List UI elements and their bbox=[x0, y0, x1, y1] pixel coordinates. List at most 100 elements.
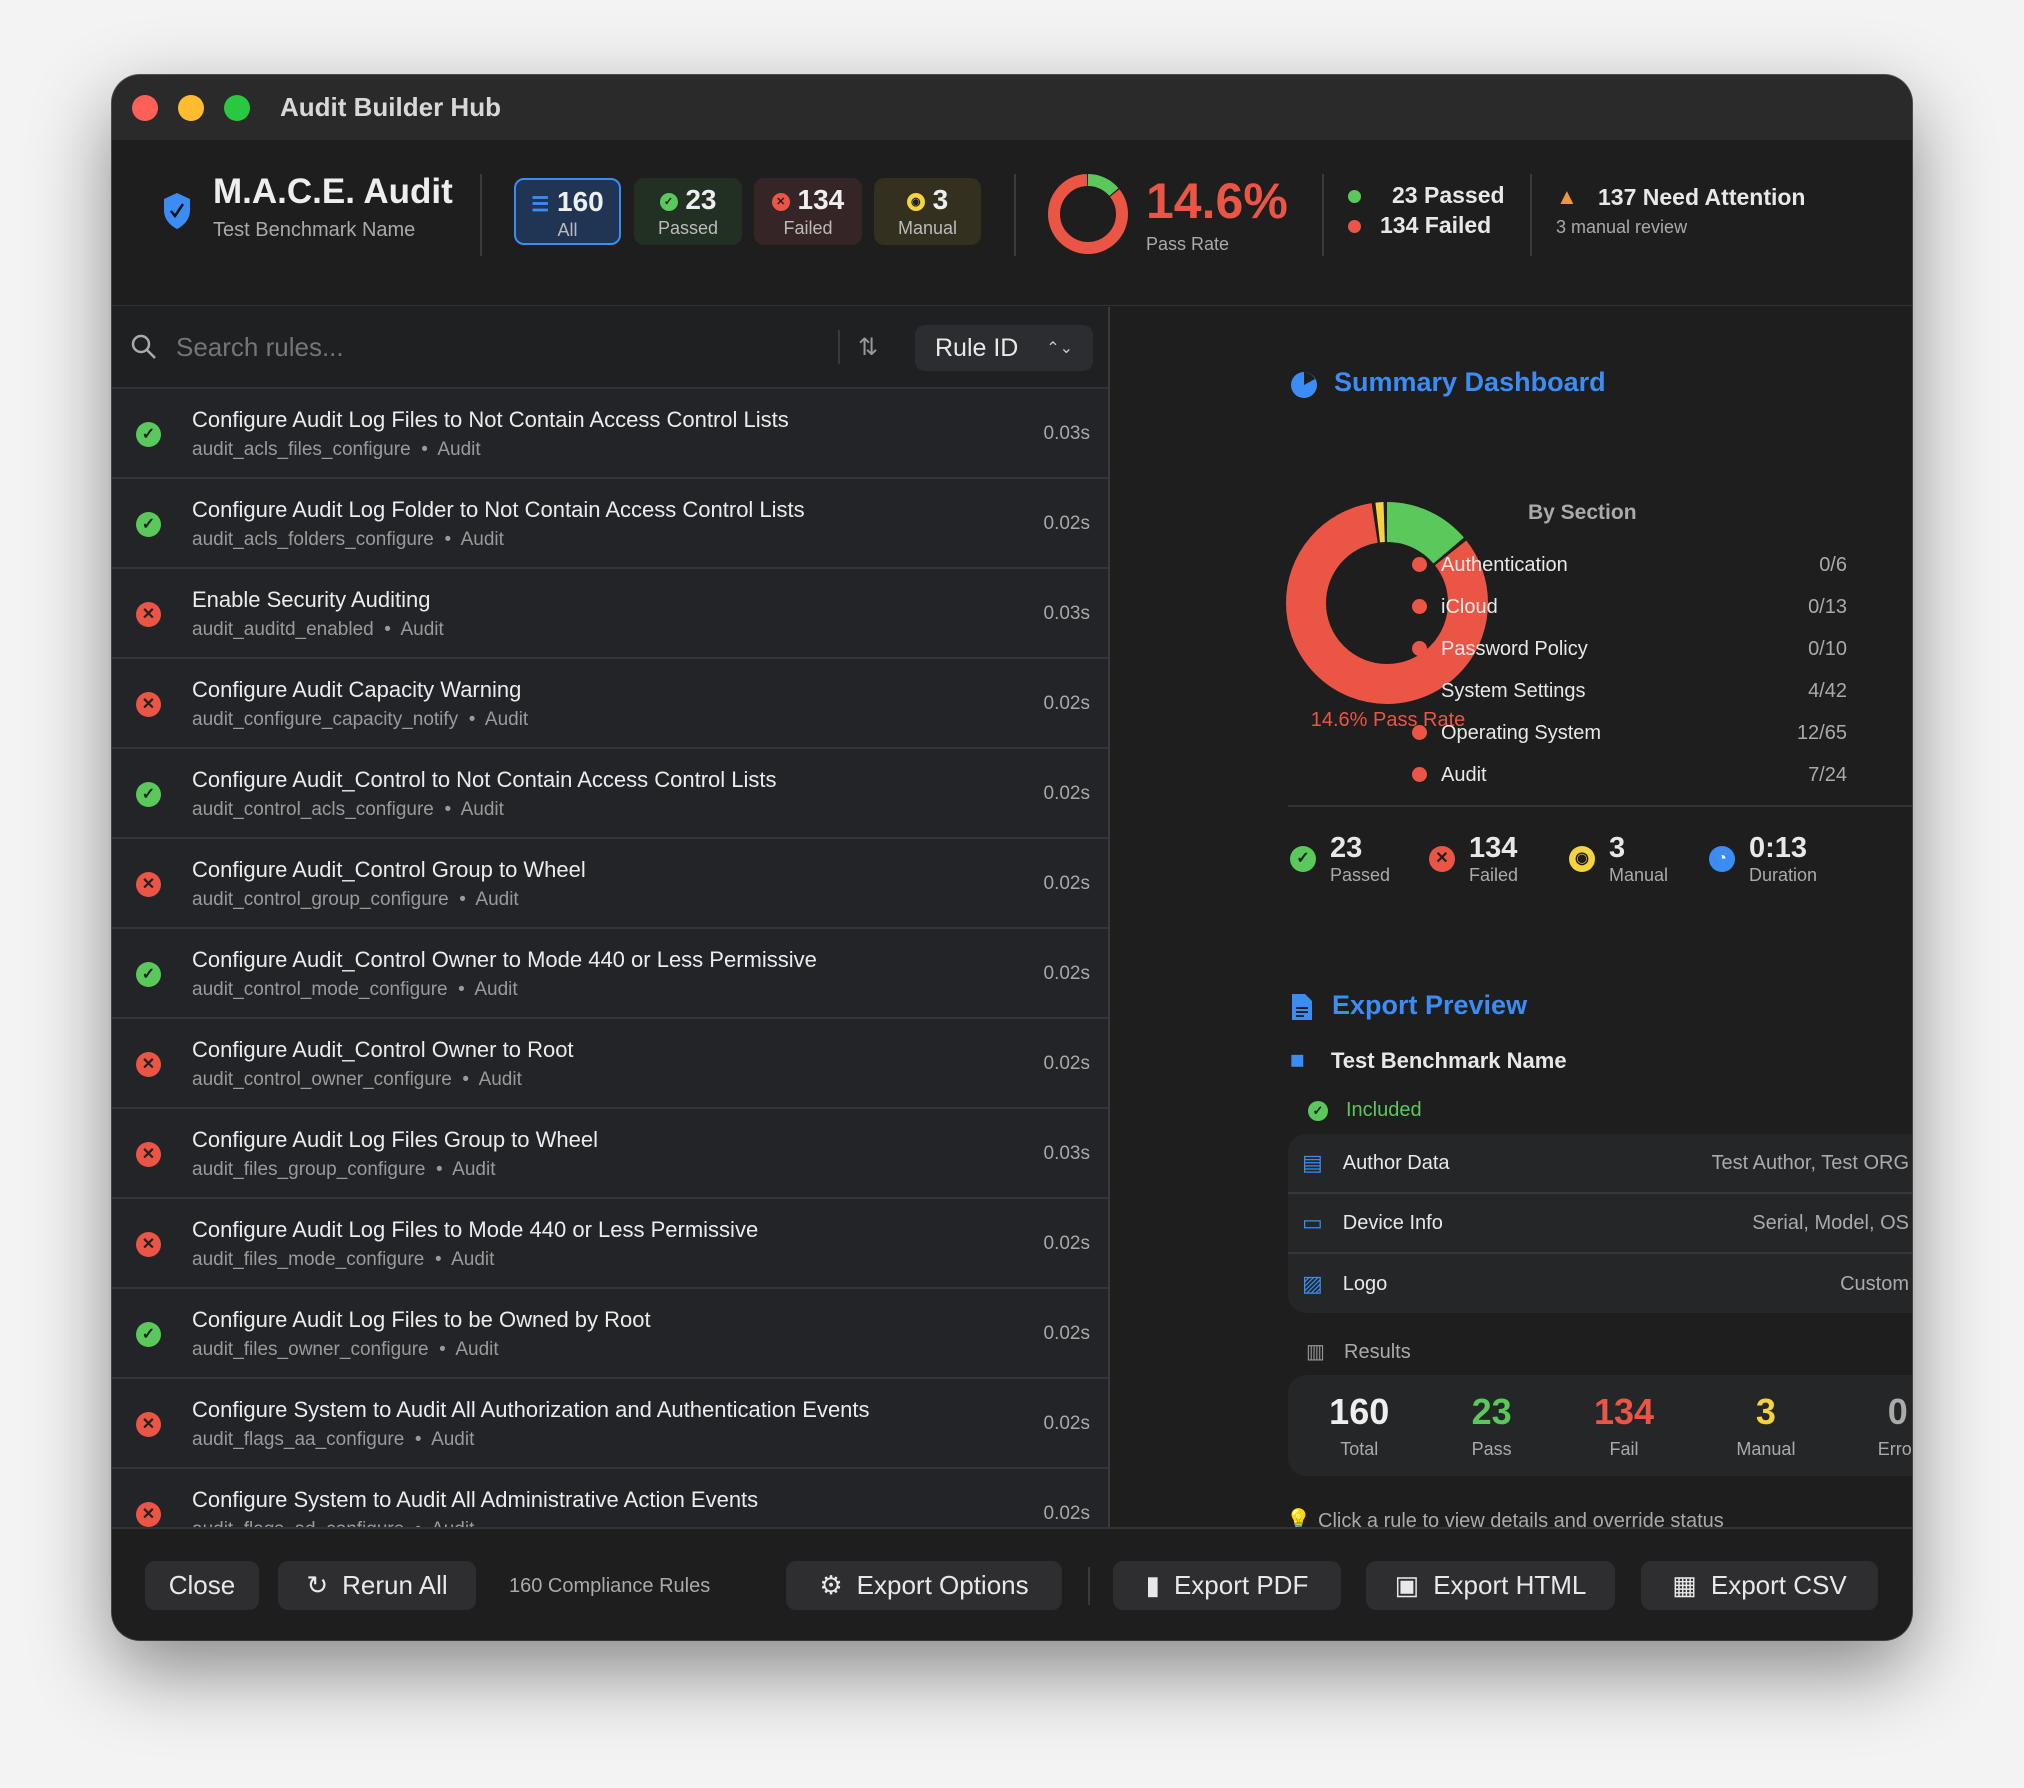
rule-row[interactable]: ✕ Configure Audit Log Files to Mode 440 o… bbox=[112, 1199, 1108, 1289]
rule-row[interactable]: ✕ Configure Audit Log Files Group to Whee… bbox=[112, 1109, 1108, 1199]
fail-status-icon: ✕ bbox=[136, 1412, 161, 1437]
sort-direction-icon[interactable]: ⇅ bbox=[858, 333, 879, 361]
rerun-all-button[interactable]: ↻ Rerun All bbox=[278, 1561, 476, 1610]
refresh-icon: ↻ bbox=[306, 1570, 329, 1600]
rule-row[interactable]: ✓ Configure Audit Log Folder to Not Conta… bbox=[112, 479, 1108, 569]
rule-duration: 0.03s bbox=[1043, 603, 1090, 624]
export-csv-button[interactable]: ▦ Export CSV bbox=[1641, 1561, 1878, 1610]
rule-section: Audit bbox=[455, 1339, 499, 1360]
rule-row[interactable]: ✓ Configure Audit Log Files to be Owned b… bbox=[112, 1289, 1108, 1379]
filter-count: 23 bbox=[685, 184, 717, 215]
rule-row[interactable]: ✕ Enable Security Auditing audit_auditd_en… bbox=[112, 569, 1108, 659]
rule-section: Audit bbox=[475, 889, 519, 910]
included-label: Included bbox=[1346, 1099, 1422, 1121]
rule-title: Configure System to Audit All Authorizat… bbox=[192, 1397, 870, 1422]
filter-failed[interactable]: ✕ 134 Failed bbox=[754, 178, 862, 245]
rule-title: Configure Audit Log Files to Not Contain… bbox=[192, 407, 789, 432]
rule-row[interactable]: ✕ Configure Audit_Control Owner to Root au… bbox=[112, 1019, 1108, 1109]
rule-section: Audit bbox=[478, 1069, 522, 1090]
close-button[interactable]: Close bbox=[145, 1561, 259, 1610]
close-window-button[interactable] bbox=[132, 94, 158, 121]
sort-select[interactable]: Rule ID ⌃⌄ bbox=[915, 325, 1093, 371]
rule-duration: 0.02s bbox=[1043, 783, 1090, 804]
donut-slice-failed bbox=[1286, 502, 1488, 704]
export-options-button[interactable]: ⚙ Export Options bbox=[786, 1561, 1062, 1610]
rule-section: Audit bbox=[400, 619, 444, 640]
minimize-window-button[interactable] bbox=[178, 94, 204, 121]
rule-duration: 0.02s bbox=[1043, 1053, 1090, 1074]
pass-rate-ring bbox=[1048, 174, 1128, 254]
list-icon: ☰ bbox=[531, 194, 550, 216]
rule-title: Configure System to Audit All Administra… bbox=[192, 1487, 759, 1512]
filter-manual[interactable]: ◉ 3 Manual bbox=[874, 178, 981, 245]
filter-label: Failed bbox=[783, 218, 833, 238]
failed-summary: 134 Failed bbox=[1380, 212, 1492, 238]
rule-row[interactable]: ✕ Configure Audit_Control Group to Wheel a… bbox=[112, 839, 1108, 929]
stat-label: Passed bbox=[1330, 865, 1391, 885]
document-icon: ▮ bbox=[1145, 1570, 1160, 1600]
rule-section: Audit bbox=[474, 979, 518, 1000]
chevron-updown-icon: ⌃⌄ bbox=[1046, 340, 1073, 357]
rule-row[interactable]: ✓ Configure Audit Log Files to Not Contai… bbox=[112, 389, 1108, 479]
rule-meta: audit_control_owner_configure • Audit bbox=[192, 1069, 522, 1090]
contact-card-icon: ▤ bbox=[1302, 1150, 1323, 1175]
rule-duration: 0.03s bbox=[1043, 423, 1090, 444]
status-dot-icon bbox=[1412, 767, 1427, 782]
section-score: 0/6 bbox=[1819, 554, 1847, 576]
rule-meta: audit_auditd_enabled • Audit bbox=[192, 619, 444, 640]
rule-title: Configure Audit_Control to Not Contain A… bbox=[192, 767, 777, 792]
stat-failed: ✕ 134 Failed bbox=[1429, 832, 1518, 886]
pass-status-icon: ✓ bbox=[136, 512, 161, 537]
rule-duration: 0.02s bbox=[1043, 1413, 1090, 1434]
section-score: 0/13 bbox=[1808, 596, 1847, 618]
export-benchmark-name: Test Benchmark Name bbox=[1331, 1048, 1567, 1073]
rule-duration: 0.02s bbox=[1043, 963, 1090, 984]
monitor-icon: ▭ bbox=[1302, 1210, 1323, 1235]
rule-title: Configure Audit Log Files to Mode 440 or… bbox=[192, 1217, 759, 1242]
included-check-icon: ✓ bbox=[1308, 1101, 1328, 1121]
rule-meta: audit_control_mode_configure • Audit bbox=[192, 979, 518, 1000]
section-row: iCloud 0/13 bbox=[1412, 596, 1847, 619]
search-bar: ⇅ Rule ID ⌃⌄ bbox=[112, 307, 1108, 389]
rule-title: Configure Audit_Control Owner to Root bbox=[192, 1037, 574, 1062]
result-pass: 23 Pass bbox=[1471, 1391, 1512, 1459]
check-circle-icon: ✓ bbox=[1290, 846, 1316, 872]
rules-panel: ⇅ Rule ID ⌃⌄ ✓ Configure Audit Log Files t… bbox=[112, 307, 1110, 1603]
clipboard-icon: ▥ bbox=[1306, 1341, 1325, 1363]
rule-title: Configure Audit_Control Group to Wheel bbox=[192, 857, 586, 882]
section-score: 0/10 bbox=[1808, 638, 1847, 660]
rule-row[interactable]: ✓ Configure Audit_Control to Not Contain … bbox=[112, 749, 1108, 839]
passed-dot-icon bbox=[1348, 190, 1361, 203]
fail-status-icon: ✕ bbox=[136, 872, 161, 897]
rule-section: Audit bbox=[460, 799, 504, 820]
rule-row[interactable]: ✕ Configure Audit Capacity Warning audit_c… bbox=[112, 659, 1108, 749]
filter-all[interactable]: ☰ 160 All bbox=[514, 178, 621, 245]
rule-id: audit_control_group_configure bbox=[192, 889, 449, 910]
export-pdf-button[interactable]: ▮ Export PDF bbox=[1113, 1561, 1341, 1610]
status-dot-icon bbox=[1412, 725, 1427, 740]
export-html-button[interactable]: ▣ Export HTML bbox=[1366, 1561, 1615, 1610]
rule-row[interactable]: ✕ Configure System to Audit All Authoriza… bbox=[112, 1379, 1108, 1469]
attention-count: 137 Need Attention bbox=[1598, 184, 1806, 210]
summary-panel: Summary Dashboard 14.6% Pass Rate By Sec… bbox=[1110, 307, 1912, 1603]
rule-row[interactable]: ✓ Configure Audit_Control Owner to Mode 4… bbox=[112, 929, 1108, 1019]
search-input[interactable] bbox=[176, 331, 836, 363]
fail-status-icon: ✕ bbox=[136, 1502, 161, 1527]
rule-duration: 0.03s bbox=[1043, 1143, 1090, 1164]
status-dot-icon bbox=[1412, 557, 1427, 572]
rule-meta: audit_configure_capacity_notify • Audit bbox=[192, 709, 529, 730]
rule-list: ✓ Configure Audit Log Files to Not Contai… bbox=[112, 389, 1108, 1559]
filter-passed[interactable]: ✓ 23 Passed bbox=[634, 178, 742, 245]
rule-title: Configure Audit_Control Owner to Mode 44… bbox=[192, 947, 817, 972]
item-label: Device Info bbox=[1342, 1211, 1443, 1234]
summary-title: Summary Dashboard bbox=[1334, 367, 1606, 397]
zoom-window-button[interactable] bbox=[224, 94, 250, 121]
section-row: System Settings 4/42 bbox=[1412, 680, 1847, 703]
section-row: Authentication 0/6 bbox=[1412, 554, 1847, 577]
section-score: 12/65 bbox=[1796, 722, 1847, 744]
pass-status-icon: ✓ bbox=[136, 1322, 161, 1347]
pass-status-icon: ✓ bbox=[136, 962, 161, 987]
